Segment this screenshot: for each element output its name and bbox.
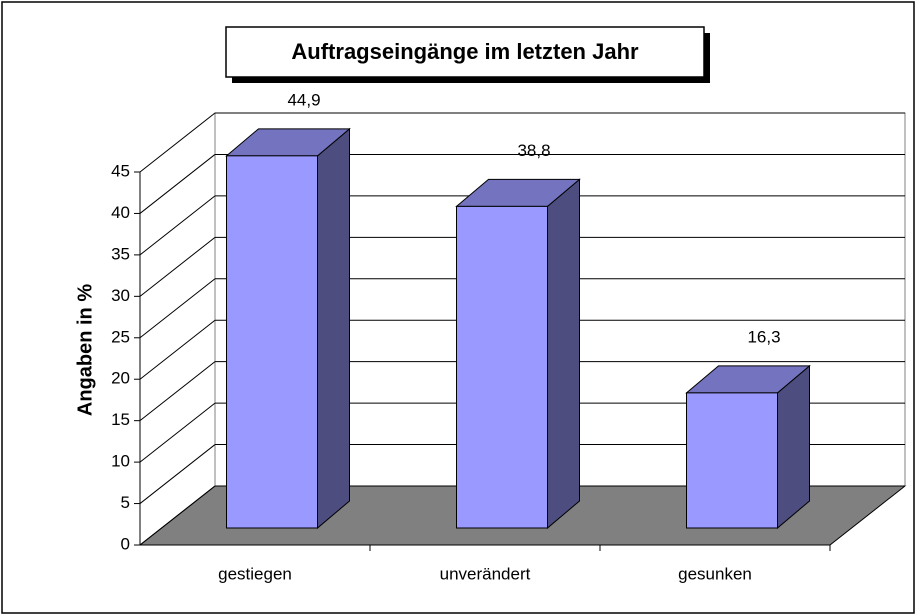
y-tick-label: 30 — [111, 286, 130, 305]
grid-line — [139, 444, 216, 504]
grid-line — [139, 236, 216, 297]
bar-side — [547, 178, 580, 530]
bar — [226, 155, 318, 529]
title-box — [225, 26, 705, 78]
grid-line — [139, 154, 216, 214]
value-label: 16,3 — [747, 327, 780, 346]
grid-line — [139, 319, 216, 380]
grid-line — [139, 112, 216, 173]
value-label: 44,9 — [287, 90, 320, 109]
y-tick-label: 25 — [111, 327, 130, 346]
grid-line — [139, 195, 216, 256]
bar — [456, 205, 548, 529]
y-tick-label: 15 — [111, 410, 130, 429]
bar-side — [317, 127, 350, 530]
y-axis-title: Angaben in % — [74, 284, 96, 416]
chart-title: Auftragseingänge im letzten Jahr — [291, 39, 639, 64]
x-tick-label: unverändert — [440, 564, 531, 583]
x-tick-label: gesunken — [678, 564, 752, 583]
grid-line — [139, 278, 216, 339]
x-tick-label: gestiegen — [218, 564, 292, 583]
y-tick-label: 20 — [111, 369, 130, 388]
y-tick-label: 10 — [111, 452, 130, 471]
bar-side — [777, 364, 810, 530]
y-tick-label: 0 — [121, 534, 130, 553]
grid-line — [139, 402, 216, 463]
y-tick-label: 40 — [111, 203, 130, 222]
y-tick-label: 5 — [121, 493, 130, 512]
value-label: 38,8 — [517, 141, 550, 160]
y-tick-label: 35 — [111, 244, 130, 263]
grid-line — [139, 485, 216, 546]
y-tick-label: 45 — [111, 161, 130, 180]
plot-area — [134, 112, 907, 551]
grid-line — [139, 361, 216, 422]
bar — [686, 392, 778, 529]
